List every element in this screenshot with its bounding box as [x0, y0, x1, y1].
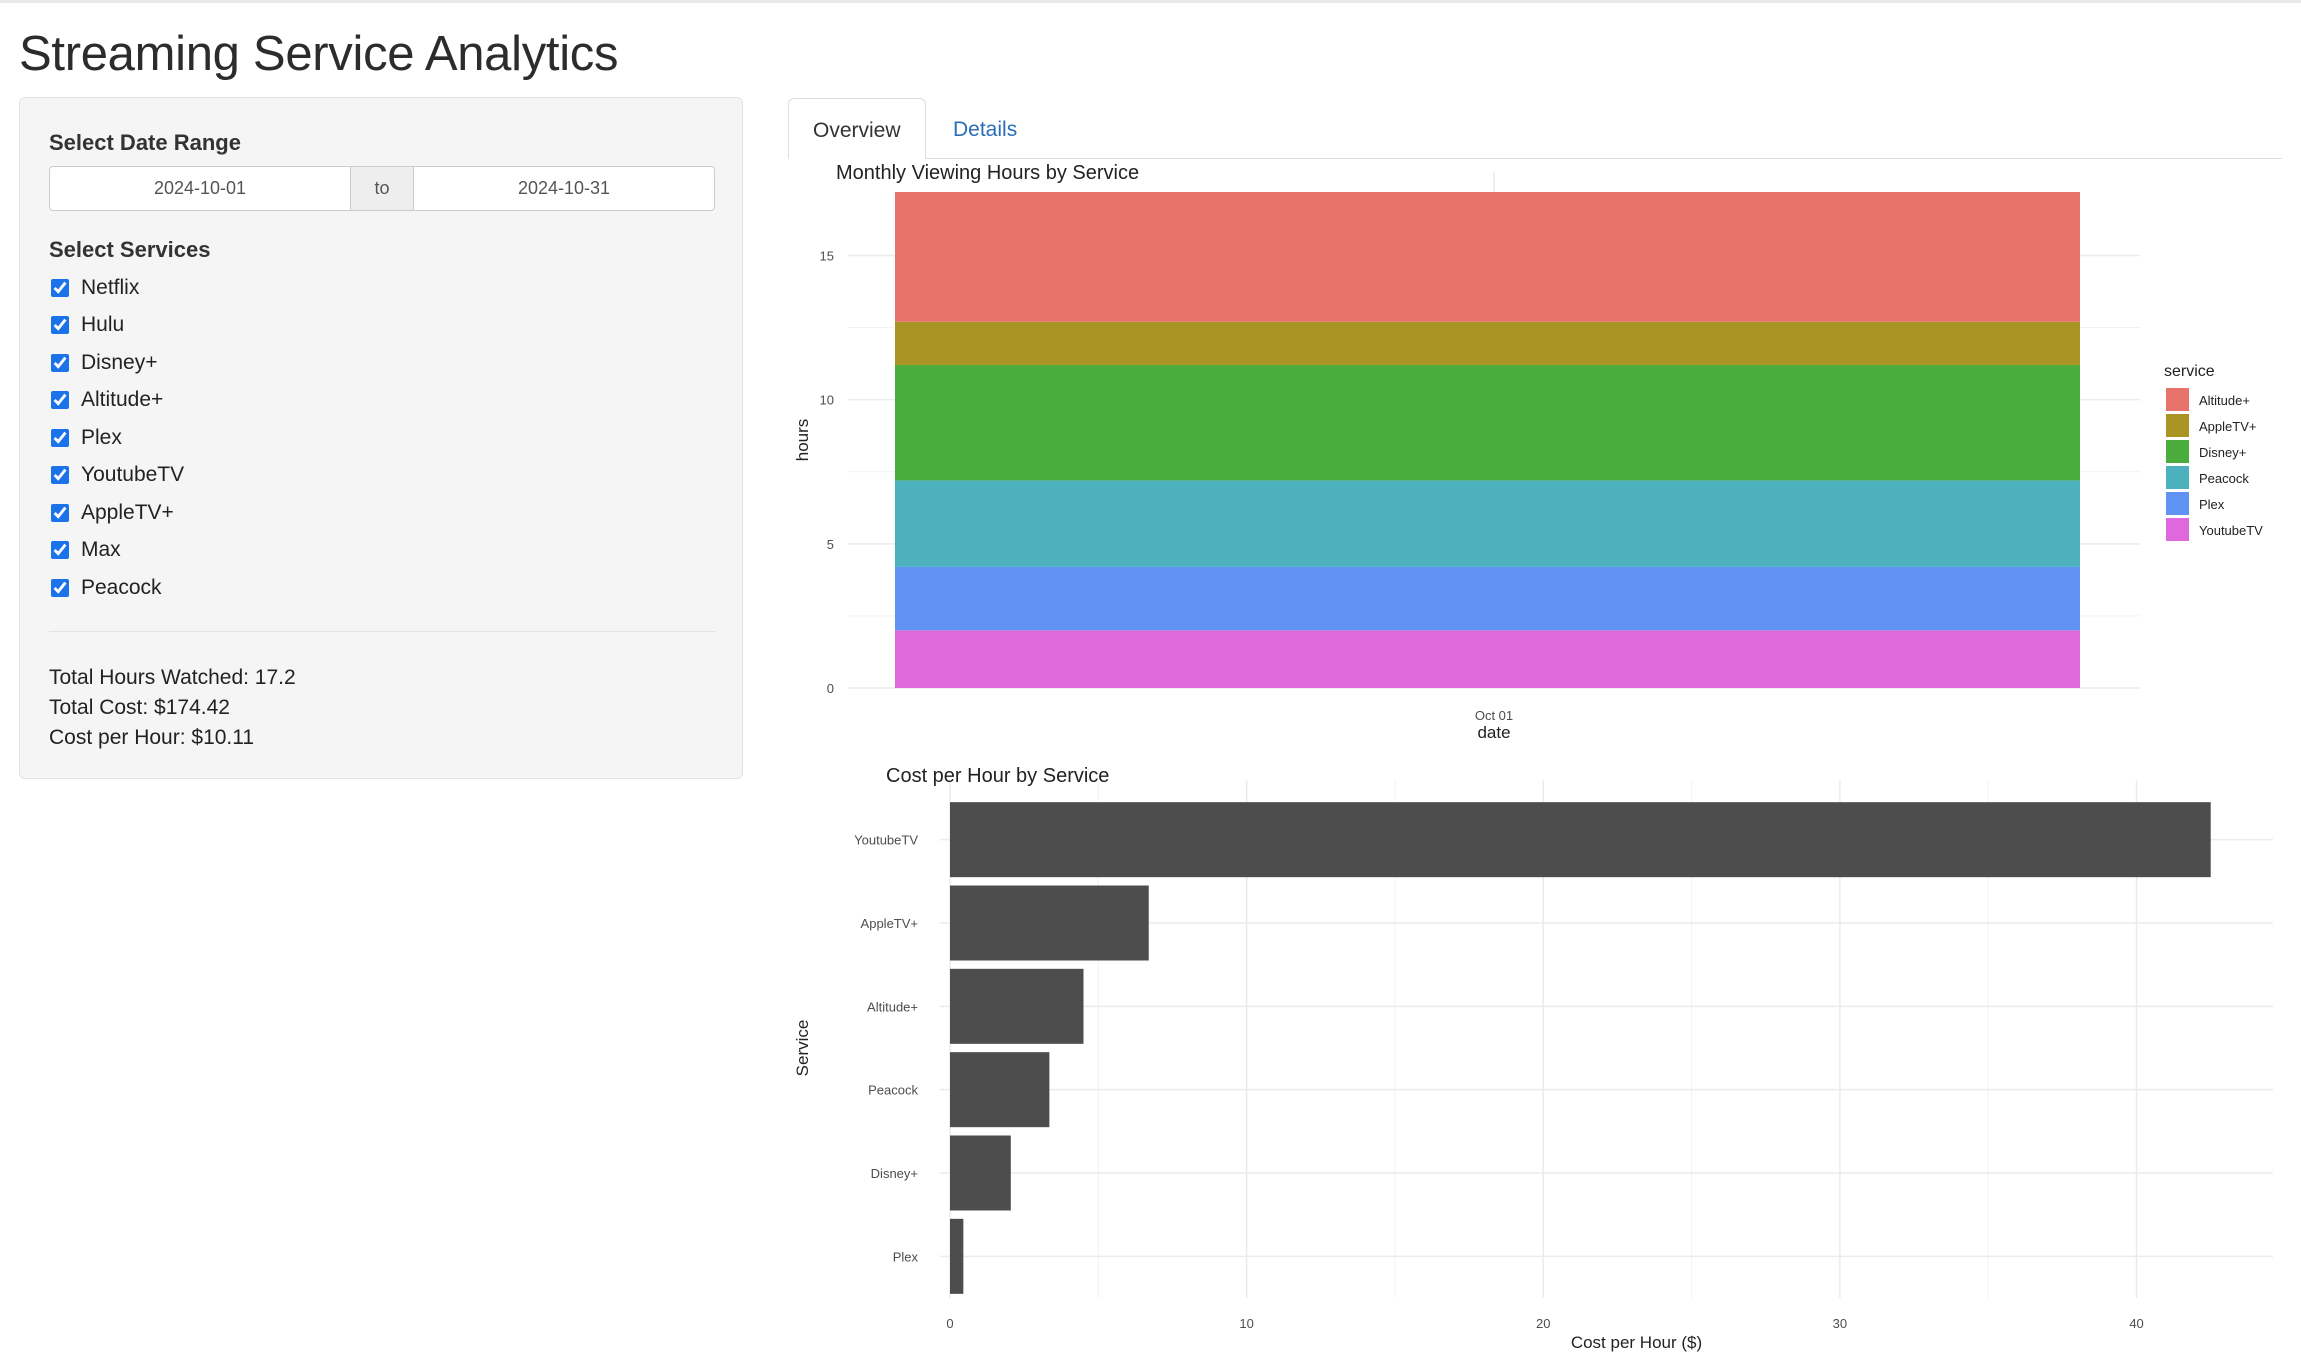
y-tick-label: Plex — [893, 1249, 919, 1264]
service-label-peacock: Peacock — [81, 575, 162, 599]
service-checkbox-hulu[interactable] — [51, 316, 69, 335]
service-checkbox-netflix[interactable] — [51, 278, 69, 297]
y-tick-label: 15 — [820, 248, 834, 263]
y-tick-label: 10 — [820, 393, 834, 408]
y-axis-label: hours — [793, 419, 812, 462]
bar-youtubetv — [950, 802, 2211, 878]
service-label-netflix: Netflix — [81, 275, 140, 299]
y-tick-label: 0 — [827, 681, 834, 696]
legend-label-plex: Plex — [2199, 497, 2225, 512]
service-option-hulu[interactable]: Hulu — [49, 307, 184, 345]
bar-appletv — [950, 885, 1149, 961]
bar-disney — [950, 1135, 1011, 1211]
bar-altitude — [950, 968, 1084, 1044]
sidebar-panel: Select Date Range to Select Services Net… — [19, 97, 743, 779]
x-tick-label: 0 — [946, 1316, 953, 1331]
date-range-input: to — [49, 166, 715, 211]
x-axis-label: date — [1477, 723, 1510, 742]
service-checkbox-disney[interactable] — [51, 353, 69, 372]
service-label-youtubetv: YoutubeTV — [81, 463, 185, 487]
cost-per-hour-stat: Cost per Hour: $10.11 — [49, 726, 255, 749]
service-checkbox-plex[interactable] — [51, 428, 69, 447]
cost-per-hour-chart: 0 10 20 30 40 YoutubeTV AppleTV+ Altitude+ Peaco… — [793, 765, 2273, 1352]
bar-peacock — [950, 1052, 1050, 1128]
legend-label-disney: Disney+ — [2199, 445, 2246, 460]
legend-swatch-youtubetv — [2166, 518, 2189, 541]
y-tick-label: Disney+ — [871, 1166, 918, 1181]
legend-title: service — [2164, 363, 2215, 380]
legend-swatch-disney — [2166, 440, 2189, 463]
x-tick-label: 40 — [2129, 1316, 2143, 1331]
service-label-disney: Disney+ — [81, 350, 158, 374]
legend-swatch-appletv — [2166, 414, 2189, 437]
service-checkbox-peacock[interactable] — [51, 578, 69, 597]
legend-label-peacock: Peacock — [2199, 471, 2249, 486]
total-cost-stat: Total Cost: $174.42 — [49, 696, 230, 719]
chart-title: Cost per Hour by Service — [886, 765, 1109, 787]
service-checkbox-altitude[interactable] — [51, 391, 69, 410]
date-range-separator: to — [350, 167, 414, 210]
service-checkbox-youtubetv[interactable] — [51, 466, 69, 485]
service-option-youtubetv[interactable]: YoutubeTV — [49, 457, 184, 495]
service-option-altitude[interactable]: Altitude+ — [49, 382, 184, 420]
x-tick-label: 10 — [1239, 1316, 1253, 1331]
service-option-max[interactable]: Max — [49, 532, 184, 570]
x-axis-label: Cost per Hour ($) — [1571, 1333, 1702, 1352]
date-end-input[interactable] — [414, 167, 714, 210]
legend-swatch-plex — [2166, 492, 2189, 515]
service-option-disney[interactable]: Disney+ — [49, 344, 184, 382]
service-label-plex: Plex — [81, 425, 122, 449]
y-tick-label: Altitude+ — [867, 999, 918, 1014]
x-tick-label: 30 — [1833, 1316, 1847, 1331]
tab-bar: Overview Details — [788, 98, 2282, 159]
tab-overview[interactable]: Overview — [788, 98, 926, 159]
y-tick-label: AppleTV+ — [861, 916, 918, 931]
service-option-plex[interactable]: Plex — [49, 419, 184, 457]
bar-plex — [950, 1218, 964, 1294]
service-option-netflix[interactable]: Netflix — [49, 269, 184, 307]
legend-label-appletv: AppleTV+ — [2199, 419, 2256, 434]
bar-peacock — [895, 480, 2080, 567]
page-title: Streaming Service Analytics — [19, 27, 619, 81]
x-tick-label: 20 — [1536, 1316, 1550, 1331]
y-tick-label: 5 — [827, 537, 834, 552]
y-tick-label: Peacock — [868, 1083, 918, 1098]
service-label-max: Max — [81, 538, 121, 562]
service-label-altitude: Altitude+ — [81, 388, 164, 412]
date-start-input[interactable] — [50, 167, 350, 210]
legend-swatch-altitude — [2166, 388, 2189, 411]
y-axis-label: Service — [793, 1020, 812, 1077]
total-hours-stat: Total Hours Watched: 17.2 — [49, 666, 296, 689]
y-tick-label: YoutubeTV — [854, 833, 918, 848]
chart-title: Monthly Viewing Hours by Service — [836, 162, 1139, 184]
x-tick-label: Oct 01 — [1475, 708, 1513, 723]
service-label-hulu: Hulu — [81, 313, 125, 337]
top-rule — [0, 0, 2301, 3]
legend-label-youtubetv: YoutubeTV — [2199, 523, 2263, 538]
bar-youtubetv — [895, 630, 2080, 688]
date-range-label: Select Date Range — [49, 130, 241, 155]
service-option-peacock[interactable]: Peacock — [49, 569, 184, 607]
bar-plex — [895, 566, 2080, 631]
legend-swatch-peacock — [2166, 466, 2189, 489]
service-checkbox-appletv[interactable] — [51, 503, 69, 522]
tab-details[interactable]: Details — [953, 118, 1018, 141]
bar-altitude — [895, 192, 2080, 322]
service-label-appletv: AppleTV+ — [81, 500, 174, 524]
bar-appletv — [895, 321, 2080, 366]
services-checkbox-group: Netflix Hulu Disney+ Altitude+ Plex Yout… — [49, 269, 184, 607]
service-option-appletv[interactable]: AppleTV+ — [49, 494, 184, 532]
sidebar-divider — [49, 631, 715, 632]
services-label: Select Services — [49, 237, 211, 262]
service-checkbox-max[interactable] — [51, 541, 69, 560]
legend-label-altitude: Altitude+ — [2199, 393, 2250, 408]
bar-disney — [895, 365, 2080, 481]
